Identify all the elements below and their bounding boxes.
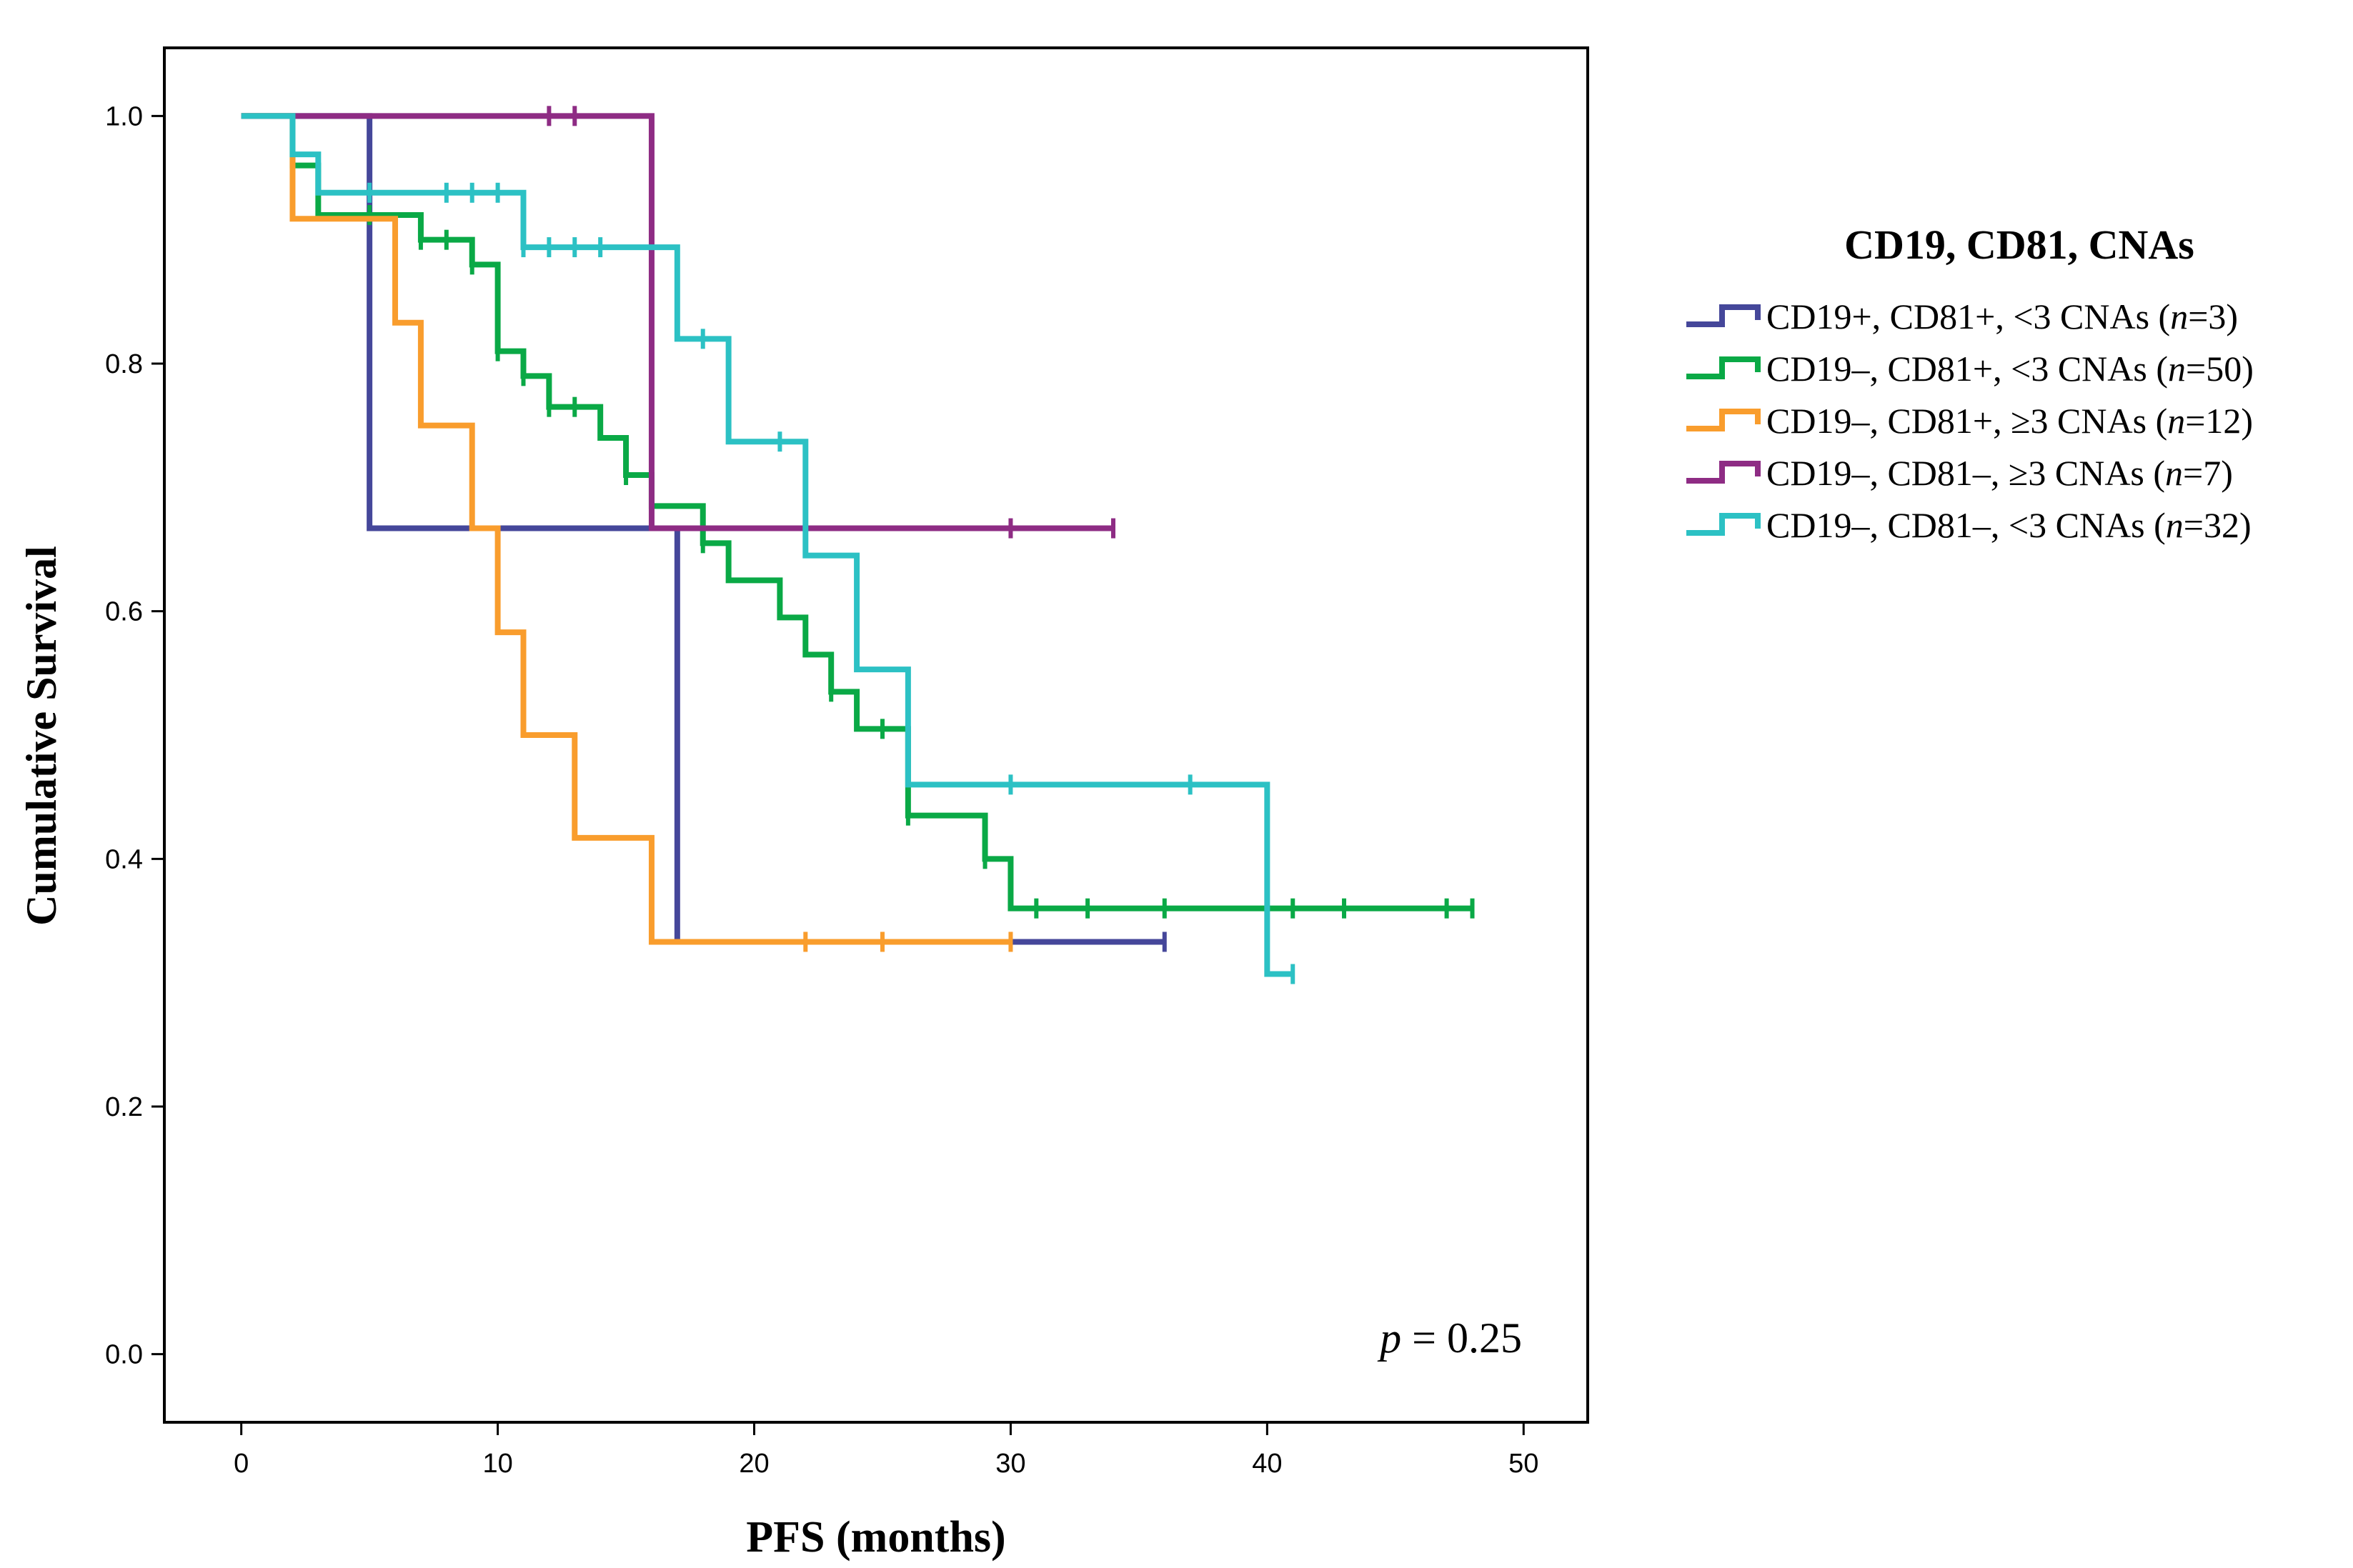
x-tick-label: 40 — [1252, 1449, 1282, 1479]
legend-label: CD19+, CD81+, <3 CNAs (n=3) — [1766, 296, 2238, 336]
y-tick-label: 0.6 — [105, 597, 143, 627]
y-axis-title: Cumulative Survival — [18, 546, 65, 926]
legend-label: CD19–, CD81–, <3 CNAs (n=32) — [1766, 505, 2252, 545]
plot-frame — [163, 46, 1589, 1424]
y-tick-label: 1.0 — [105, 101, 143, 131]
legend-swatch — [1686, 304, 1761, 327]
legend-item: CD19–, CD81+, <3 CNAs (n=50) — [1686, 349, 2254, 389]
x-tick-label: 30 — [995, 1449, 1025, 1479]
p-value-symbol: p — [1377, 1314, 1401, 1362]
legend-swatch — [1686, 409, 1761, 431]
x-tick-label: 0 — [234, 1449, 249, 1479]
legend-items: CD19+, CD81+, <3 CNAs (n=3) CD19–, CD81+,… — [1686, 296, 2254, 545]
legend-swatch — [1686, 356, 1761, 379]
series-layer — [241, 106, 1475, 984]
legend: CD19, CD81, CNAs CD19+, CD81+, <3 CNAs (… — [1686, 221, 2254, 545]
survival-curve — [241, 113, 1473, 912]
series-2 — [241, 113, 1013, 952]
y-tick-label: 0.2 — [105, 1092, 143, 1122]
legend-swatch — [1686, 513, 1761, 536]
survival-curve — [241, 113, 1011, 945]
p-value-text: = 0.25 — [1401, 1314, 1522, 1362]
x-tick-label: 50 — [1508, 1449, 1538, 1479]
legend-item: CD19–, CD81–, <3 CNAs (n=32) — [1686, 505, 2252, 545]
y-tick-label: 0.4 — [105, 844, 143, 874]
legend-swatch — [1686, 461, 1761, 484]
survival-curve — [241, 113, 1293, 977]
y-axis-ticks: 0.0 0.2 0.4 0.6 0.8 1.0 — [105, 101, 164, 1370]
y-tick-label: 0.8 — [105, 349, 143, 379]
x-tick-label: 20 — [739, 1449, 769, 1479]
legend-title: CD19, CD81, CNAs — [1844, 221, 2194, 268]
legend-item: CD19–, CD81+, ≥3 CNAs (n=12) — [1686, 401, 2253, 441]
series-1 — [241, 113, 1475, 919]
x-axis-ticks: 0 10 20 30 40 50 — [234, 1422, 1538, 1479]
survival-curve — [241, 113, 1113, 531]
series-3 — [241, 106, 1115, 539]
legend-label: CD19–, CD81+, <3 CNAs (n=50) — [1766, 349, 2254, 389]
y-tick-label: 0.0 — [105, 1340, 143, 1370]
p-value-annotation: p = 0.25 — [1377, 1314, 1522, 1362]
series-4 — [241, 113, 1295, 984]
x-tick-label: 10 — [482, 1449, 512, 1479]
legend-item: CD19–, CD81–, ≥3 CNAs (n=7) — [1686, 453, 2233, 493]
legend-label: CD19–, CD81+, ≥3 CNAs (n=12) — [1766, 401, 2253, 441]
legend-label: CD19–, CD81–, ≥3 CNAs (n=7) — [1766, 453, 2233, 493]
x-axis-title: PFS (months) — [746, 1513, 1005, 1562]
legend-item: CD19+, CD81+, <3 CNAs (n=3) — [1686, 296, 2238, 336]
